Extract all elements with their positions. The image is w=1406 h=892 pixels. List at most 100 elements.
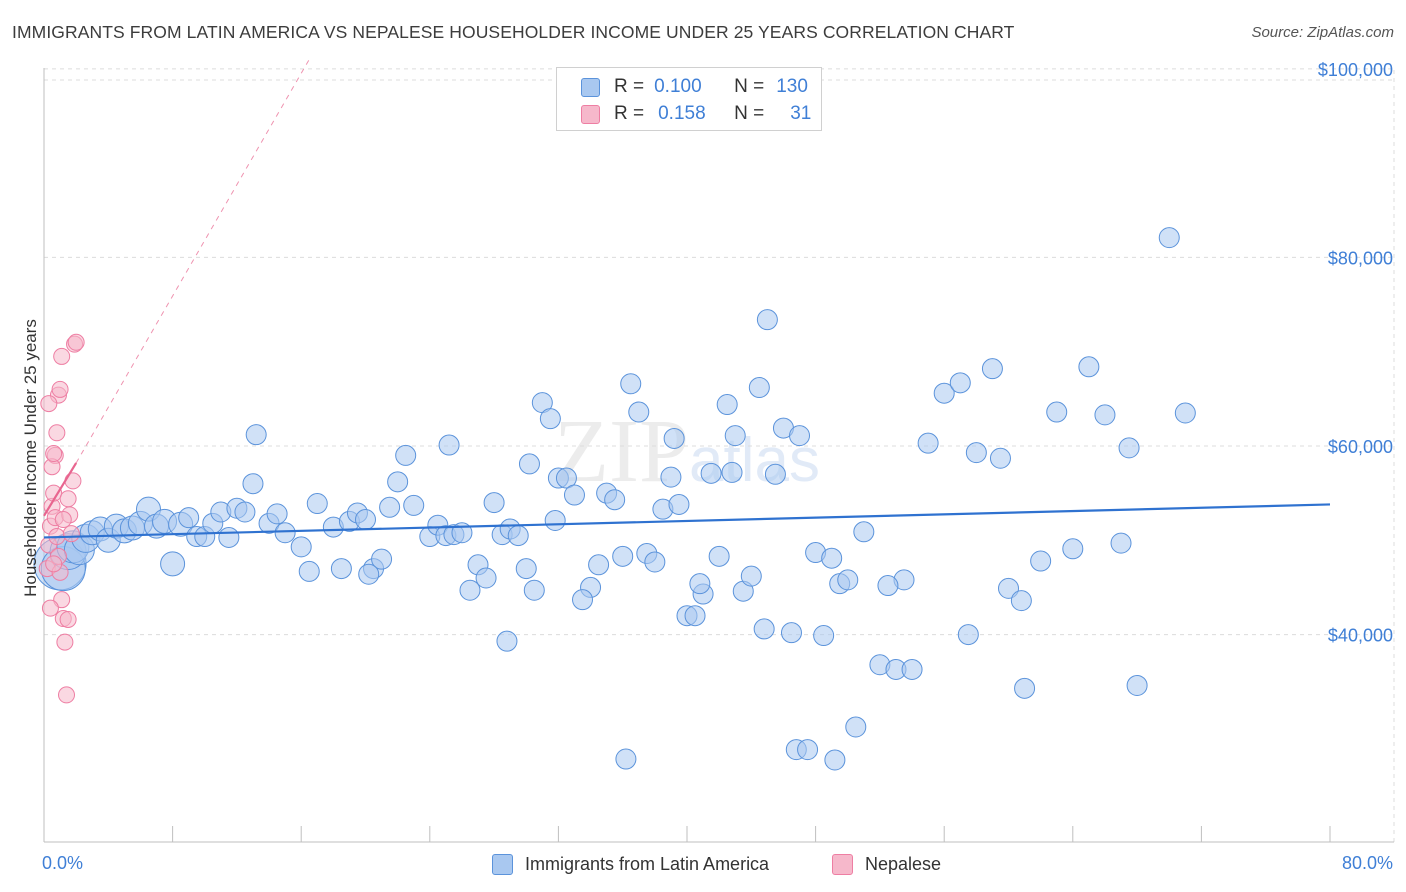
point-latin-america xyxy=(708,545,730,567)
point-latin-america xyxy=(756,309,778,331)
legend-n-value: 31 xyxy=(790,103,812,124)
point-latin-america xyxy=(998,577,1019,599)
axes xyxy=(43,68,1394,843)
point-latin-america xyxy=(1110,532,1132,554)
point-nepalese xyxy=(45,445,63,463)
point-latin-america xyxy=(1158,227,1180,249)
point-latin-america xyxy=(459,579,481,601)
point-latin-america xyxy=(507,525,529,547)
point-latin-america xyxy=(716,394,738,416)
point-latin-america xyxy=(901,658,923,680)
point-latin-america xyxy=(438,434,460,456)
source-label: Source: ZipAtlas.com xyxy=(1251,24,1394,41)
bottom-legend-label: Immigrants from Latin America xyxy=(525,853,770,874)
point-latin-america xyxy=(877,575,899,597)
point-latin-america xyxy=(298,560,320,582)
point-latin-america xyxy=(668,493,690,515)
point-nepalese xyxy=(59,490,77,508)
point-latin-america xyxy=(1062,538,1084,560)
x-tick-label-min: 0.0% xyxy=(42,853,83,873)
point-latin-america xyxy=(1078,356,1100,378)
point-latin-america xyxy=(1094,404,1116,426)
point-nepalese xyxy=(40,395,58,413)
point-latin-america xyxy=(1126,674,1148,696)
point-latin-america xyxy=(689,573,711,595)
point-latin-america xyxy=(700,462,722,484)
point-latin-america xyxy=(1030,550,1052,572)
point-latin-america xyxy=(358,563,380,585)
y-tick-label: $80,000 xyxy=(1328,248,1393,268)
y-axis-title: Householder Income Under 25 years xyxy=(21,319,40,597)
point-latin-america xyxy=(306,493,328,515)
point-latin-america xyxy=(483,492,505,514)
legend-r-value: 0.158 xyxy=(658,103,706,124)
bottom-legend-label: Nepalese xyxy=(865,853,942,874)
point-latin-america xyxy=(789,425,811,447)
point-latin-america xyxy=(555,467,577,489)
point-latin-america xyxy=(965,442,987,464)
legend-r-value: 0.100 xyxy=(654,76,702,97)
point-latin-america xyxy=(518,453,540,475)
point-latin-america xyxy=(748,377,770,399)
point-latin-america xyxy=(684,605,706,627)
point-nepalese xyxy=(62,525,80,543)
point-latin-america xyxy=(1174,402,1196,424)
y-tick-label: $100,000 xyxy=(1318,60,1393,80)
legend-row-nepalese: R = 0.158 N = 31 xyxy=(581,101,811,127)
point-latin-america xyxy=(981,358,1003,380)
point-latin-america xyxy=(1010,590,1032,612)
point-latin-america xyxy=(933,382,955,404)
point-latin-america xyxy=(721,461,743,483)
trend-line-nepalese-extension xyxy=(75,59,310,464)
point-latin-america xyxy=(572,589,594,611)
point-latin-america xyxy=(234,501,256,523)
point-latin-america xyxy=(612,545,634,567)
point-latin-america xyxy=(330,558,352,580)
point-nepalese xyxy=(53,347,71,365)
x-tick-label-max: 80.0% xyxy=(1342,853,1393,873)
point-latin-america xyxy=(515,558,537,580)
trend-lines xyxy=(43,59,1331,539)
point-latin-america xyxy=(387,471,409,493)
point-latin-america xyxy=(274,522,296,544)
point-latin-america xyxy=(160,551,186,577)
point-latin-america xyxy=(724,425,746,447)
chart-title: IMMIGRANTS FROM LATIN AMERICA VS NEPALES… xyxy=(12,22,1015,42)
point-latin-america xyxy=(780,622,802,644)
point-latin-america xyxy=(989,447,1011,469)
legend-swatch-pink xyxy=(581,104,600,124)
point-latin-america xyxy=(824,749,846,771)
point-latin-america xyxy=(813,625,835,647)
point-latin-america xyxy=(218,526,240,548)
point-latin-america xyxy=(957,624,979,646)
point-latin-america xyxy=(660,466,682,488)
point-nepalese xyxy=(54,511,72,529)
point-latin-america xyxy=(628,401,650,423)
point-latin-america xyxy=(403,494,425,516)
point-latin-america xyxy=(395,444,417,466)
point-latin-america xyxy=(1014,677,1036,699)
point-nepalese xyxy=(59,610,77,628)
legend-r-label: R = xyxy=(614,76,645,97)
point-latin-america xyxy=(644,551,666,573)
point-latin-america xyxy=(604,489,626,511)
point-nepalese xyxy=(64,472,82,490)
bottom-legend-latin-america: Immigrants from Latin America xyxy=(492,852,769,876)
point-latin-america xyxy=(588,554,610,576)
point-latin-america xyxy=(290,536,312,558)
point-nepalese xyxy=(67,333,85,351)
point-nepalese xyxy=(48,424,66,442)
point-latin-america xyxy=(837,569,859,591)
point-latin-america xyxy=(740,565,762,587)
point-latin-america xyxy=(853,521,875,543)
trend-line-nepalese xyxy=(43,462,78,517)
point-nepalese xyxy=(41,599,59,617)
point-latin-america xyxy=(355,509,376,531)
point-latin-america xyxy=(620,373,642,395)
point-latin-america xyxy=(753,618,775,640)
bottom-swatch-blue xyxy=(492,853,513,875)
point-latin-america xyxy=(797,739,819,761)
y-tick-label: $40,000 xyxy=(1328,626,1393,646)
trend-line-latin-america xyxy=(43,503,1331,539)
point-latin-america xyxy=(917,432,939,454)
